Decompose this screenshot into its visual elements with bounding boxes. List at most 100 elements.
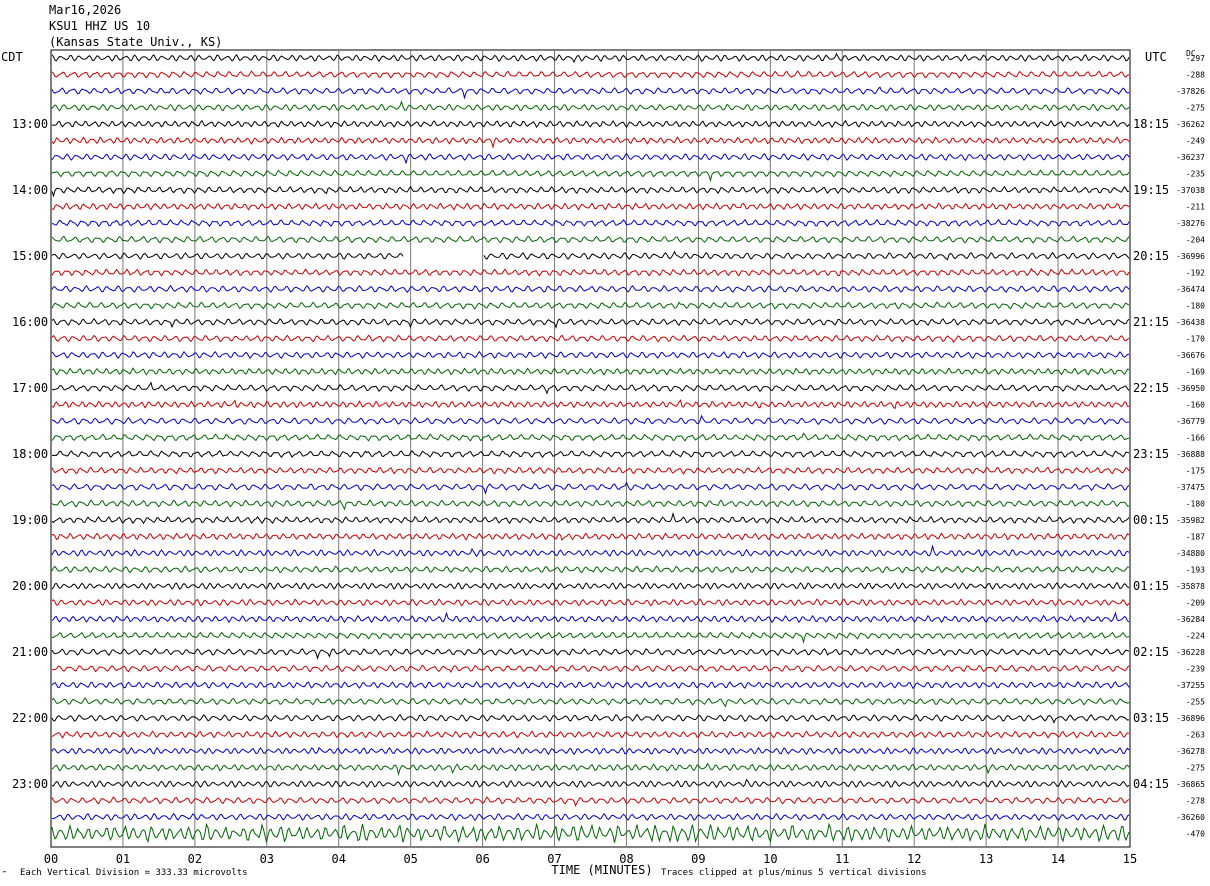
dc-offset-label: -166 xyxy=(1186,434,1205,443)
dc-offset-label: -37038 xyxy=(1176,186,1205,195)
dc-offset-label: -36278 xyxy=(1176,747,1205,756)
x-tick-label: 15 xyxy=(1123,852,1137,866)
x-tick-label: 05 xyxy=(403,852,417,866)
trace-row-28 xyxy=(51,512,1130,525)
dc-offset-label: -297 xyxy=(1186,54,1205,63)
dc-offset-label: -38276 xyxy=(1176,219,1205,228)
dc-offset-label: -160 xyxy=(1186,401,1205,410)
x-tick-label: 03 xyxy=(260,852,274,866)
corner-mark: ‴ xyxy=(2,870,7,879)
dc-offset-label: -275 xyxy=(1186,104,1205,113)
plot-frame xyxy=(50,49,1131,848)
clip-note: Traces clipped at plus/minus 5 vertical … xyxy=(661,868,927,878)
dc-offset-label: -239 xyxy=(1186,665,1205,674)
utc-hour-label: 04:15 xyxy=(1133,777,1169,791)
scale-note: Each Vertical Division = 333.33 microvol… xyxy=(20,868,248,878)
trace-row-39 xyxy=(51,697,1130,708)
cdt-hour-label: 19:00 xyxy=(12,513,48,527)
trace-row-6 xyxy=(51,152,1130,165)
dc-offset-label: -275 xyxy=(1186,764,1205,773)
dc-offset-label: -36676 xyxy=(1176,351,1205,360)
cdt-hour-label: 17:00 xyxy=(12,381,48,395)
trace-row-10 xyxy=(51,218,1130,228)
utc-hour-label: 23:15 xyxy=(1133,447,1169,461)
cdt-hour-label: 16:00 xyxy=(12,315,48,329)
trace-row-40 xyxy=(51,713,1130,724)
trace-row-5 xyxy=(51,136,1130,149)
cdt-hour-label: 18:00 xyxy=(12,447,48,461)
dc-offset-label: -170 xyxy=(1186,335,1205,344)
trace-row-38 xyxy=(51,680,1130,690)
trace-row-45 xyxy=(51,796,1130,808)
trace-row-12 xyxy=(51,250,1130,261)
cdt-hour-label: 14:00 xyxy=(12,183,48,197)
trace-row-1 xyxy=(51,70,1130,79)
trace-row-43 xyxy=(51,762,1130,777)
dc-offset-label: -211 xyxy=(1186,203,1205,212)
cdt-hour-label: 13:00 xyxy=(12,117,48,131)
utc-hour-label: 01:15 xyxy=(1133,579,1169,593)
trace-row-13 xyxy=(51,267,1130,277)
dc-offset-label: -249 xyxy=(1186,137,1205,146)
utc-hour-label: 02:15 xyxy=(1133,645,1169,659)
dc-offset-label: -36284 xyxy=(1176,615,1205,624)
x-tick-label: 13 xyxy=(979,852,993,866)
utc-hour-label: 20:15 xyxy=(1133,249,1169,263)
dc-offset-label: -187 xyxy=(1186,533,1205,542)
dc-offset-label: -34880 xyxy=(1176,549,1205,558)
x-tick-label: 07 xyxy=(547,852,561,866)
dc-label: DC xyxy=(1186,49,1196,58)
trace-row-22 xyxy=(51,414,1130,426)
cdt-hour-label: 23:00 xyxy=(12,777,48,791)
x-axis-title: TIME (MINUTES) xyxy=(551,863,652,877)
trace-row-25 xyxy=(51,466,1130,475)
trace-row-2 xyxy=(51,86,1130,100)
trace-row-19 xyxy=(51,367,1130,376)
trace-row-20 xyxy=(51,381,1130,395)
trace-row-41 xyxy=(51,730,1130,739)
dc-offset-label: -180 xyxy=(1186,500,1205,509)
trace-row-14 xyxy=(51,284,1130,293)
cdt-hour-label: 22:00 xyxy=(12,711,48,725)
dc-offset-label: -204 xyxy=(1186,236,1205,245)
dc-offset-label: -35982 xyxy=(1176,516,1205,525)
utc-hour-label: 21:15 xyxy=(1133,315,1169,329)
trace-row-35 xyxy=(51,631,1130,644)
cdt-hour-label: 20:00 xyxy=(12,579,48,593)
trace-row-8 xyxy=(51,185,1130,198)
x-tick-label: 06 xyxy=(475,852,489,866)
dc-offset-label: -263 xyxy=(1186,731,1205,740)
dc-offset-label: -36260 xyxy=(1176,813,1205,822)
trace-row-15 xyxy=(51,301,1130,310)
dc-offset-label: -193 xyxy=(1186,566,1205,575)
trace-row-36 xyxy=(51,648,1130,661)
trace-row-7 xyxy=(51,169,1130,183)
trace-row-11 xyxy=(51,235,1130,244)
dc-offset-label: -36896 xyxy=(1176,714,1205,723)
utc-hour-label: 22:15 xyxy=(1133,381,1169,395)
dc-offset-label: -288 xyxy=(1186,71,1205,80)
dc-offset-label: -36237 xyxy=(1176,153,1205,162)
dc-offset-label: -235 xyxy=(1186,170,1205,179)
dc-offset-label: -36950 xyxy=(1176,384,1205,393)
trace-row-18 xyxy=(51,350,1130,360)
record-date: Mar16,2026 xyxy=(49,3,122,17)
dc-offset-label: -224 xyxy=(1186,632,1205,641)
dc-offset-label: -192 xyxy=(1186,269,1205,278)
dc-offset-label: -37826 xyxy=(1176,87,1205,96)
x-tick-label: 02 xyxy=(188,852,202,866)
trace-row-46 xyxy=(51,812,1130,822)
trace-row-24 xyxy=(51,449,1130,459)
station-location: (Kansas State Univ., KS) xyxy=(49,35,223,49)
trace-row-26 xyxy=(51,481,1130,495)
dc-offset-label: -36474 xyxy=(1176,285,1205,294)
trace-row-3 xyxy=(51,100,1130,112)
utc-hour-label: 00:15 xyxy=(1133,513,1169,527)
x-tick-label: 00 xyxy=(44,852,58,866)
trace-row-9 xyxy=(51,202,1130,211)
utc-hour-label: 19:15 xyxy=(1133,183,1169,197)
trace-row-30 xyxy=(51,544,1130,558)
dc-offset-label: -37255 xyxy=(1176,681,1205,690)
trace-row-23 xyxy=(51,432,1130,442)
